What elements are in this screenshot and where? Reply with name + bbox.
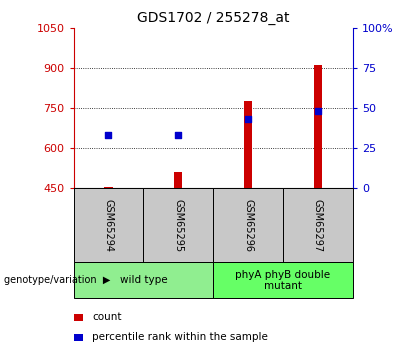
Point (245, 116, 252, 122)
Title: GDS1702 / 255278_at: GDS1702 / 255278_at (137, 11, 289, 25)
Bar (174, 172, 182, 188)
Text: phyA phyB double
mutant: phyA phyB double mutant (236, 269, 331, 291)
Point (315, 108, 321, 114)
Text: percentile rank within the sample: percentile rank within the sample (92, 333, 268, 342)
Text: genotype/variation  ▶: genotype/variation ▶ (4, 275, 110, 285)
Bar (314, 65, 322, 188)
Point (105, 132, 112, 138)
Text: GSM65294: GSM65294 (103, 199, 113, 252)
Text: count: count (92, 313, 122, 322)
Text: GSM65296: GSM65296 (243, 199, 253, 252)
Text: GSM65297: GSM65297 (313, 199, 323, 252)
Text: wild type: wild type (120, 275, 167, 285)
Bar (104, 187, 113, 188)
Bar (244, 101, 252, 188)
Text: GSM65295: GSM65295 (173, 199, 183, 252)
Point (175, 132, 181, 138)
